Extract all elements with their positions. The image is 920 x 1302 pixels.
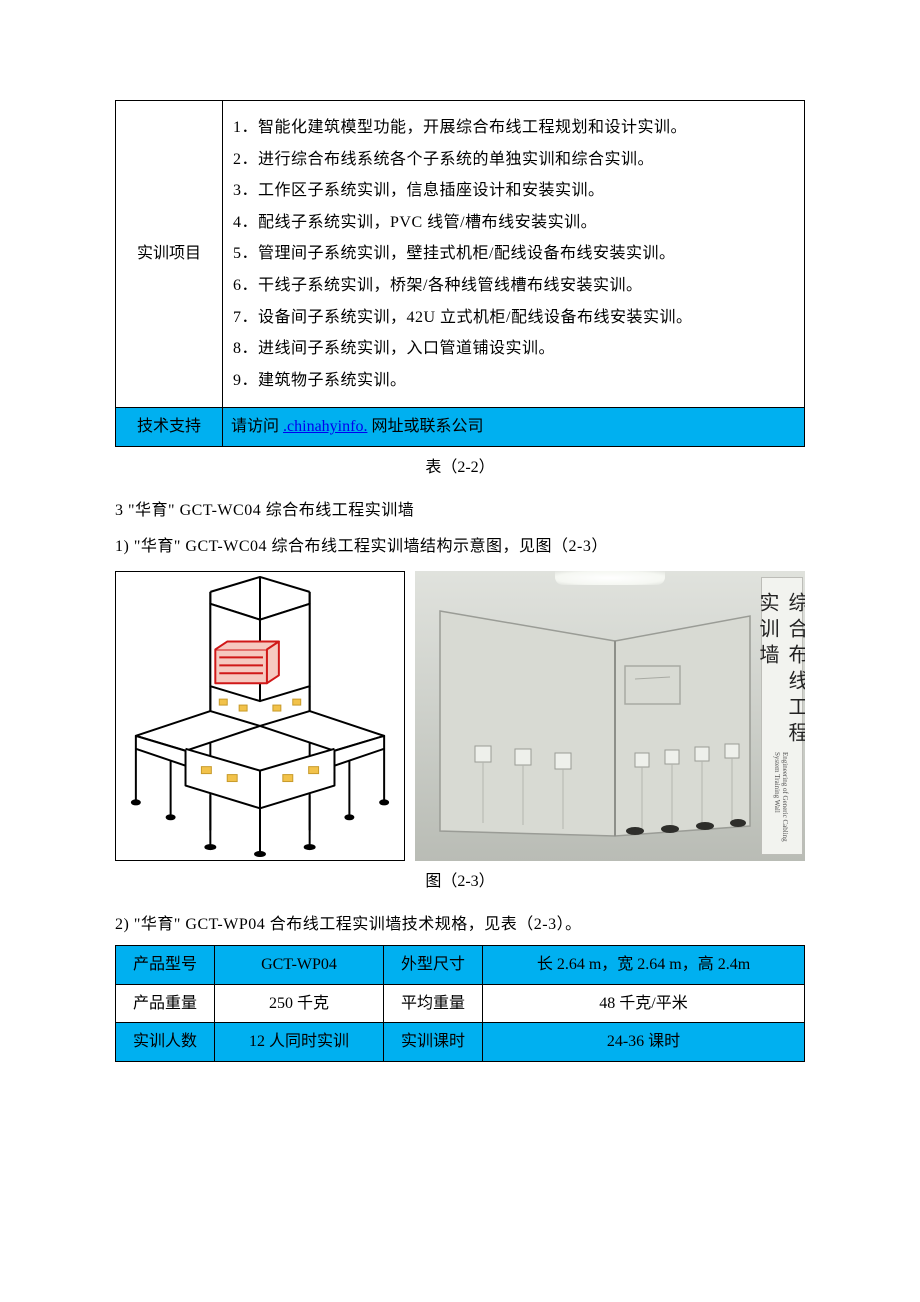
table-row: 产品重量 250 千克 平均重量 48 千克/平米 — [116, 984, 805, 1023]
list-item: 2．进行综合布线系统各个子系统的单独实训和综合实训。 — [233, 147, 794, 173]
row-label-training: 实训项目 — [116, 101, 223, 408]
spec-label: 实训人数 — [116, 1023, 215, 1062]
list-item: 6．干线子系统实训，桥架/各种线管线槽布线安装实训。 — [233, 273, 794, 299]
spec-value: 24-36 课时 — [483, 1023, 805, 1062]
list-item: 3．工作区子系统实训，信息插座设计和安装实训。 — [233, 178, 794, 204]
list-item: 9．建筑物子系统实训。 — [233, 368, 794, 394]
heading-3: 3 "华育" GCT-WC04 综合布线工程实训墙 — [115, 495, 805, 527]
list-item: 4．配线子系统实训，PVC 线管/槽布线安装实训。 — [233, 210, 794, 236]
spec-label: 产品重量 — [116, 984, 215, 1023]
table-row: 实训项目 1．智能化建筑模型功能，开展综合布线工程规划和设计实训。 2．进行综合… — [116, 101, 805, 408]
row-label-support: 技术支持 — [116, 408, 223, 447]
caption-figure-2-3: 图（2-3） — [115, 867, 805, 891]
support-suffix: 网址或联系公司 — [371, 418, 483, 435]
spec-value: 48 千克/平米 — [483, 984, 805, 1023]
support-link[interactable]: .chinahyinfo. — [283, 418, 367, 435]
spec-value: 250 千克 — [215, 984, 384, 1023]
training-items-cell: 1．智能化建筑模型功能，开展综合布线工程规划和设计实训。 2．进行综合布线系统各… — [223, 101, 805, 408]
side-label-en: Engineering of Generic Cabling System Tr… — [773, 752, 789, 854]
spec-label: 外型尺寸 — [384, 945, 483, 984]
photo-svg — [415, 571, 805, 861]
figure-2-3: 综合布线工程实训墙 Engineering of Generic Cabling… — [115, 571, 805, 861]
heading-3-2: 2) "华育" GCT-WP04 合布线工程实训墙技术规格，见表（2-3）。 — [115, 909, 805, 941]
table-row: 产品型号 GCT-WP04 外型尺寸 长 2.64 m，宽 2.64 m，高 2… — [116, 945, 805, 984]
spec-value: 长 2.64 m，宽 2.64 m，高 2.4m — [483, 945, 805, 984]
list-item: 5．管理间子系统实训，壁挂式机柜/配线设备布线安装实训。 — [233, 241, 794, 267]
spec-table: 产品型号 GCT-WP04 外型尺寸 长 2.64 m，宽 2.64 m，高 2… — [115, 945, 805, 1062]
table-row-support: 技术支持 请访问 .chinahyinfo. 网址或联系公司 — [116, 408, 805, 447]
training-items-table: 实训项目 1．智能化建筑模型功能，开展综合布线工程规划和设计实训。 2．进行综合… — [115, 100, 805, 447]
spec-label: 实训课时 — [384, 1023, 483, 1062]
side-label-cn: 综合布线工程实训墙 — [753, 592, 805, 748]
support-prefix: 请访问 — [231, 418, 279, 435]
photo-side-label: 综合布线工程实训墙 Engineering of Generic Cabling… — [761, 577, 803, 855]
spec-value: 12 人同时实训 — [215, 1023, 384, 1062]
list-item: 7．设备间子系统实训，42U 立式机柜/配线设备布线安装实训。 — [233, 305, 794, 331]
diagram-schematic — [115, 571, 405, 861]
list-item: 1．智能化建筑模型功能，开展综合布线工程规划和设计实训。 — [233, 115, 794, 141]
heading-3-1: 1) "华育" GCT-WC04 综合布线工程实训墙结构示意图，见图（2-3） — [115, 531, 805, 563]
caption-table-2-2: 表（2-2） — [115, 453, 805, 477]
table-row: 实训人数 12 人同时实训 实训课时 24-36 课时 — [116, 1023, 805, 1062]
spec-label: 产品型号 — [116, 945, 215, 984]
support-cell: 请访问 .chinahyinfo. 网址或联系公司 — [223, 408, 805, 447]
list-item: 8．进线间子系统实训，入口管道铺设实训。 — [233, 336, 794, 362]
document-page: 实训项目 1．智能化建筑模型功能，开展综合布线工程规划和设计实训。 2．进行综合… — [0, 0, 920, 1122]
spec-value: GCT-WP04 — [215, 945, 384, 984]
schematic-svg — [116, 572, 404, 860]
diagram-photo: 综合布线工程实训墙 Engineering of Generic Cabling… — [415, 571, 805, 861]
spec-label: 平均重量 — [384, 984, 483, 1023]
